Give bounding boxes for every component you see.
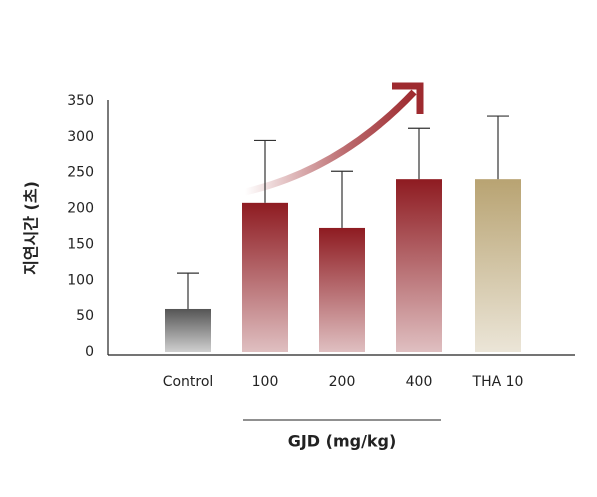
error-bar	[254, 139, 276, 203]
y-tick-label: 350	[67, 93, 94, 109]
bar	[319, 227, 365, 352]
y-tick-label: 250	[67, 165, 94, 181]
x-tick-label: Control	[163, 374, 214, 390]
y-tick-label: 300	[67, 129, 94, 145]
y-tick-label: 200	[67, 201, 94, 217]
error-bar	[408, 127, 430, 180]
error-bar	[331, 170, 353, 228]
bar	[475, 179, 521, 352]
x-tick-label: 400	[406, 374, 433, 390]
x-tick-label: 100	[252, 374, 279, 390]
y-tick-label: 0	[85, 344, 94, 360]
y-tick-label: 100	[67, 272, 94, 288]
error-bar	[177, 272, 199, 309]
trend-arrow	[244, 89, 417, 196]
x-tick-label: THA 10	[472, 374, 524, 390]
y-axis-label: 지연시간 (초)	[22, 181, 41, 275]
y-tick-label: 150	[67, 236, 94, 252]
x-group-label: GJD (mg/kg)	[288, 432, 397, 451]
bar	[396, 179, 442, 352]
x-tick-label: 200	[329, 374, 356, 390]
error-bar	[487, 115, 509, 180]
bar	[242, 202, 288, 352]
arrow-head	[392, 82, 424, 114]
bar	[165, 308, 211, 352]
y-tick-label: 50	[76, 308, 94, 324]
